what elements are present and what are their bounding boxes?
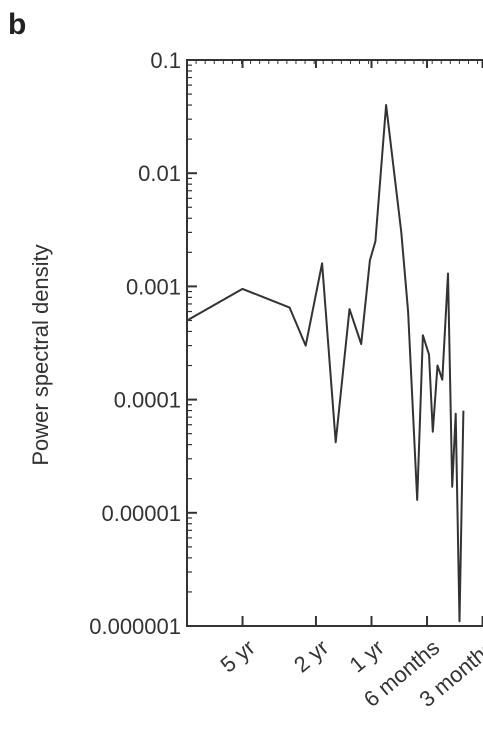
y-axis-label: Power spectral density — [28, 244, 53, 465]
y-tick-label: 0.000001 — [89, 614, 181, 639]
y-tick-label: 0.00001 — [101, 501, 181, 526]
psd-series-line — [186, 104, 465, 623]
y-tick-label: 0.001 — [126, 274, 181, 299]
x-tick-label: 2 yr — [289, 635, 333, 678]
plot-frame — [186, 59, 483, 627]
x-tick-label: 1 yr — [345, 635, 389, 678]
x-tick-label: 5 yr — [216, 635, 260, 678]
y-tick-label: 0.1 — [150, 48, 181, 73]
y-tick-label: 0.01 — [138, 161, 181, 186]
y-tick-label: 0.0001 — [114, 388, 181, 413]
panel-label: b — [8, 8, 27, 41]
